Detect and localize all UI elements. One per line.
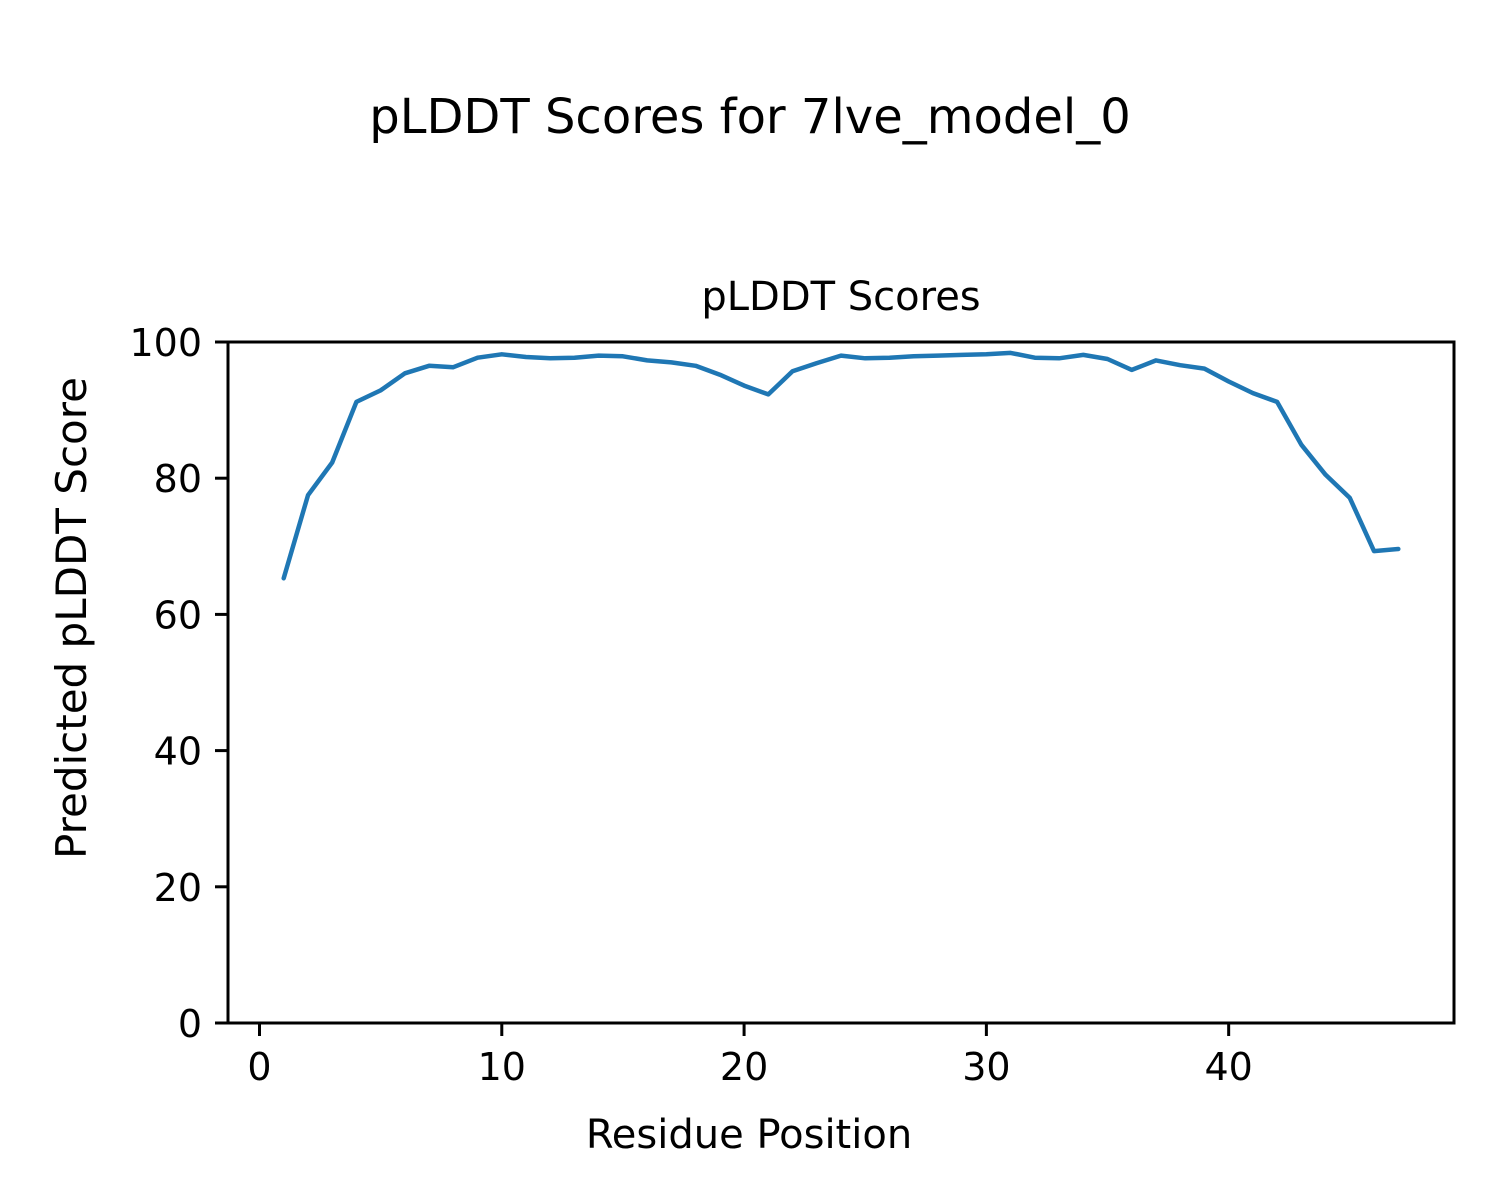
y-tick-label: 80 bbox=[154, 457, 202, 501]
y-tick-label: 20 bbox=[154, 866, 202, 910]
y-tick-label: 60 bbox=[154, 593, 202, 637]
figure-suptitle: pLDDT Scores for 7lve_model_0 bbox=[369, 89, 1130, 145]
axes-layer: 0 10 20 30 40 0 20 40 60 80 100 bbox=[129, 321, 1252, 1089]
y-axis-label: Predicted pLDDT Score bbox=[47, 377, 96, 859]
plddt-line-series bbox=[281, 350, 1401, 581]
axes-title: pLDDT Scores bbox=[701, 274, 980, 320]
x-tick-label: 0 bbox=[247, 1045, 271, 1089]
y-tick-label: 0 bbox=[178, 1002, 202, 1046]
x-axis-label: Residue Position bbox=[586, 1112, 912, 1158]
series-layer bbox=[281, 350, 1401, 581]
x-tick-label: 10 bbox=[478, 1045, 526, 1089]
x-tick-label: 20 bbox=[720, 1045, 768, 1089]
plot-area-border bbox=[226, 340, 1456, 1025]
x-tick-label: 40 bbox=[1204, 1045, 1252, 1089]
y-tick-label: 40 bbox=[154, 730, 202, 774]
y-tick-label: 100 bbox=[129, 321, 202, 365]
x-tick-label: 30 bbox=[962, 1045, 1010, 1089]
